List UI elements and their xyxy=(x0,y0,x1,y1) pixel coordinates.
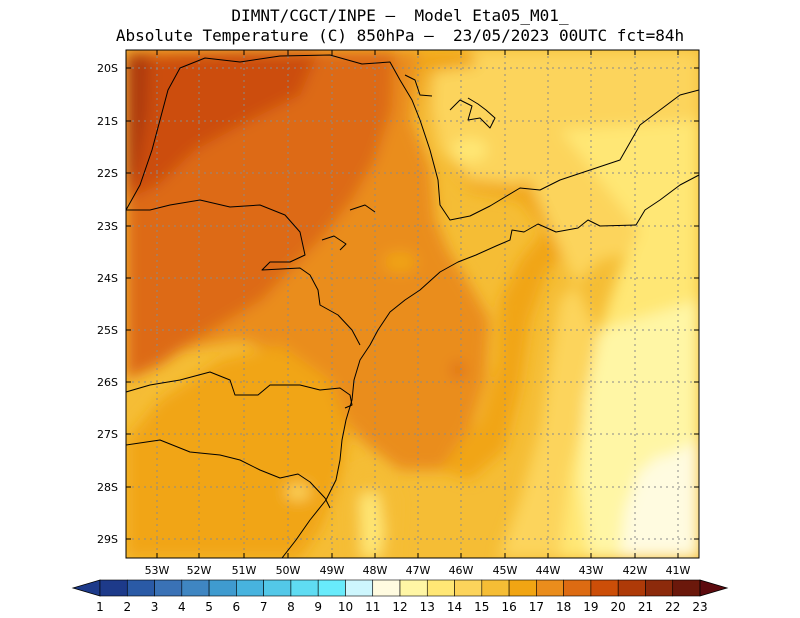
lon-label: 46W xyxy=(449,564,474,577)
state-border-mg-sp xyxy=(126,54,699,221)
colorbar-swatch xyxy=(536,579,564,597)
lon-label: 43W xyxy=(579,564,604,577)
colorbar-swatch xyxy=(290,579,319,597)
colorbar-label: 16 xyxy=(501,600,516,614)
lon-label: 48W xyxy=(363,564,388,577)
lat-label: 26S xyxy=(97,376,118,389)
field-13-14-south xyxy=(360,492,384,558)
field-spot-5 xyxy=(452,138,488,162)
colorbar-label: 5 xyxy=(205,600,213,614)
field-16-17-sw xyxy=(126,345,350,558)
longitude-labels: 53W 52W 51W 50W 49W 48W 47W 46W 45W 44W … xyxy=(145,564,691,577)
colorbar-swatch xyxy=(263,579,292,597)
colorbar-label: 8 xyxy=(287,600,295,614)
state-border-pr-sc xyxy=(126,371,353,409)
state-border-sc-rs xyxy=(126,439,331,509)
field-spot-1 xyxy=(384,252,416,272)
colorbar-label: 11 xyxy=(365,600,380,614)
lon-label: 42W xyxy=(623,564,648,577)
map-title-line-2: Absolute Temperature (C) 850hPa – 23/05/… xyxy=(115,26,685,45)
colorbar-swatch xyxy=(563,579,592,597)
colorbar-swatch xyxy=(508,579,537,597)
lon-label: 52W xyxy=(187,564,212,577)
lon-label: 50W xyxy=(276,564,301,577)
lat-label: 22S xyxy=(97,167,118,180)
colorbar-swatch xyxy=(208,579,237,597)
colorbar-label: 22 xyxy=(665,600,680,614)
lat-label: 28S xyxy=(97,481,118,494)
field-19-20 xyxy=(126,52,318,200)
rivers xyxy=(321,204,376,251)
lat-label: 24S xyxy=(97,272,118,285)
lat-label: 25S xyxy=(97,324,118,337)
colorbar-label: 12 xyxy=(392,600,407,614)
field-20-21 xyxy=(126,55,150,190)
coastline xyxy=(281,219,637,558)
colorbar-swatch xyxy=(454,579,483,597)
lat-label: 20S xyxy=(97,62,118,75)
lat-label: 27S xyxy=(97,428,118,441)
colorbar-label: 23 xyxy=(692,600,707,614)
map-frame xyxy=(125,49,700,559)
lon-label: 53W xyxy=(145,564,170,577)
field-spot-2 xyxy=(452,362,464,378)
colorbar-label: 13 xyxy=(420,600,435,614)
colorbar-label: 19 xyxy=(583,600,598,614)
colorbar-swatch xyxy=(590,579,619,597)
colorbar-swatch xyxy=(317,579,346,597)
colorbar-label: 3 xyxy=(151,600,159,614)
colorbar-above-triangle xyxy=(699,579,729,597)
colorbar-label: 9 xyxy=(314,600,322,614)
state-border-sp-pr xyxy=(126,199,361,346)
colorbar-label: 18 xyxy=(556,600,571,614)
colorbar-swatch xyxy=(481,579,510,597)
temperature-field xyxy=(126,50,699,558)
colorbar-label: 17 xyxy=(529,600,544,614)
colorbar-label: 14 xyxy=(447,600,462,614)
colorbar-swatch xyxy=(399,579,428,597)
colorbar-swatch xyxy=(99,579,128,597)
lon-label: 41W xyxy=(666,564,691,577)
lat-label: 23S xyxy=(97,220,118,233)
colorbar-label: 6 xyxy=(233,600,241,614)
state-border-rj-mg xyxy=(635,174,699,226)
colorbar-label: 4 xyxy=(178,600,186,614)
grid-lines xyxy=(126,50,699,558)
colorbar-swatch xyxy=(154,579,183,597)
field-11-12 xyxy=(620,440,699,558)
colorbar-swatch xyxy=(672,579,701,597)
colorbar-swatch xyxy=(181,579,210,597)
colorbar-label: 21 xyxy=(638,600,653,614)
colorbar-label: 2 xyxy=(123,600,131,614)
lon-label: 45W xyxy=(493,564,518,577)
colorbar-label: 7 xyxy=(260,600,268,614)
colorbar-swatch xyxy=(345,579,374,597)
boundaries xyxy=(126,54,699,558)
lon-label: 44W xyxy=(536,564,561,577)
lon-label: 51W xyxy=(232,564,257,577)
colorbar-swatch xyxy=(617,579,646,597)
field-spot-4 xyxy=(650,456,670,484)
lat-label: 29S xyxy=(97,533,118,546)
colorbar-swatch xyxy=(372,579,401,597)
colorbar-label: 20 xyxy=(611,600,626,614)
colorbar-swatch xyxy=(236,579,264,597)
map-title-line-1: DIMNT/CGCT/INPE – Model Eta05_M01_ xyxy=(231,6,569,25)
field-spot-3 xyxy=(286,484,310,500)
lon-label: 49W xyxy=(320,564,345,577)
lon-label: 47W xyxy=(406,564,431,577)
colorbar-label: 10 xyxy=(338,600,353,614)
colorbar-swatch xyxy=(126,579,155,597)
reservoirs xyxy=(404,74,496,129)
colorbar-swatch xyxy=(645,579,674,597)
colorbar-swatch xyxy=(426,579,455,597)
colorbar-label: 1 xyxy=(96,600,104,614)
tick-marks xyxy=(126,50,699,558)
colorbar-below-triangle xyxy=(71,579,101,597)
colorbar-label: 15 xyxy=(474,600,489,614)
latitude-labels: 20S 21S 22S 23S 24S 25S 26S 27S 28S 29S xyxy=(97,62,118,546)
colorbar: 1 2 3 4 5 6 7 8 9 10 11 12 13 14 15 16 17 18 19 20 21 22 23 xyxy=(71,579,729,614)
lat-label: 21S xyxy=(97,115,118,128)
